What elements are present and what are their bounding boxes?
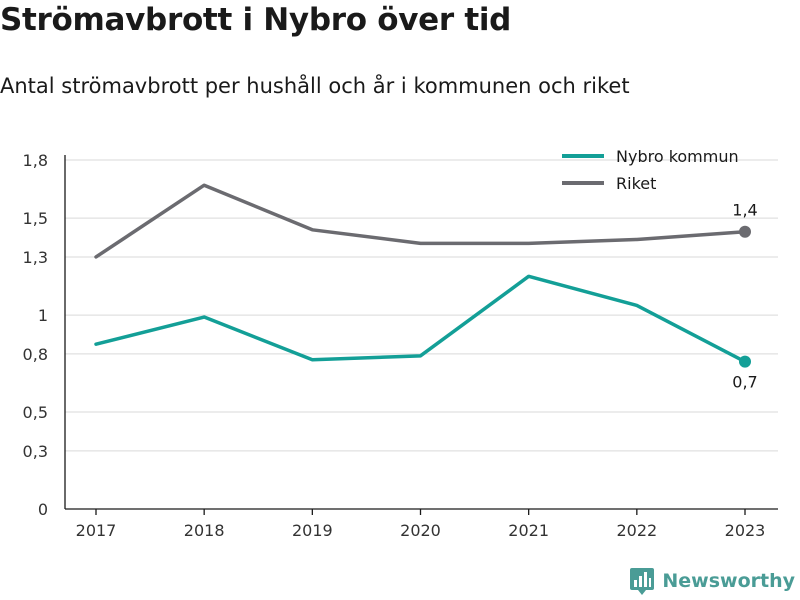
legend-label: Riket	[616, 174, 656, 193]
series-line	[94, 183, 747, 259]
series-end-label: 0,7	[732, 373, 757, 392]
x-tick-label: 2019	[292, 521, 333, 540]
line-chart: 0 0,3 0,5 0,8 1 1,3 1,5 1,8 2017 2018 2019 2020 2021…	[23, 147, 778, 540]
y-tick-label: 0,8	[23, 345, 48, 364]
x-tick-label: 2021	[508, 521, 549, 540]
y-tick-label: 0	[38, 500, 48, 519]
chart-subtitle: Antal strömavbrott per hushåll och år i …	[0, 74, 630, 98]
legend-label: Nybro kommun	[616, 147, 739, 166]
y-tick-label: 1,3	[23, 248, 48, 267]
series-end-point	[739, 225, 751, 238]
y-tick-label: 0,5	[23, 403, 48, 422]
bar-chart-logo-icon	[630, 568, 655, 595]
legend: Nybro kommun Riket	[562, 147, 739, 193]
x-tick-label: 2017	[76, 521, 117, 540]
axes: 0 0,3 0,5 0,8 1 1,3 1,5 1,8 2017 2018 2019 2020 2021…	[23, 151, 778, 540]
x-tick-label: 2018	[184, 521, 225, 540]
y-tick-label: 1,8	[23, 151, 48, 170]
x-tick-label: 2023	[725, 521, 766, 540]
brand-name: Newsworthy	[662, 570, 795, 592]
grid-lines	[65, 159, 778, 452]
chart-title: Strömavbrott i Nybro över tid	[0, 2, 512, 38]
series-end-label: 1,4	[732, 201, 757, 220]
x-tick-label: 2020	[400, 521, 441, 540]
series-line	[94, 274, 747, 364]
series-lines: 0,7 1,4	[94, 183, 758, 392]
series-end-point	[739, 355, 751, 368]
y-tick-label: 1,5	[23, 209, 48, 228]
y-tick-label: 0,3	[23, 442, 48, 461]
x-tick-label: 2022	[616, 521, 657, 540]
y-tick-label: 1	[38, 306, 48, 325]
newsworthy-brand: Newsworthy	[629, 567, 795, 595]
